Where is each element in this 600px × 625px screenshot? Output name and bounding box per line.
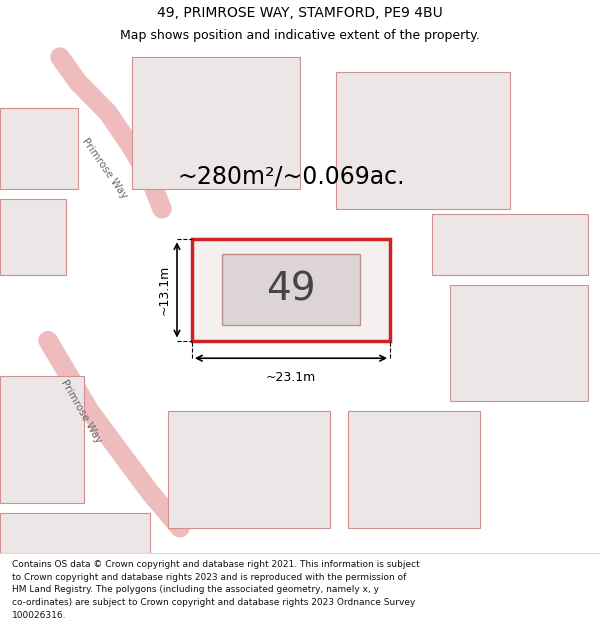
Polygon shape — [336, 72, 510, 209]
Polygon shape — [450, 285, 588, 401]
Text: Contains OS data © Crown copyright and database right 2021. This information is : Contains OS data © Crown copyright and d… — [12, 560, 420, 569]
Polygon shape — [222, 254, 360, 325]
Text: Primrose Way: Primrose Way — [59, 378, 103, 445]
Text: ~280m²/~0.069ac.: ~280m²/~0.069ac. — [177, 164, 405, 189]
Polygon shape — [192, 239, 390, 341]
Text: 49: 49 — [266, 271, 316, 309]
Polygon shape — [0, 199, 66, 275]
Text: Primrose Way: Primrose Way — [80, 136, 130, 201]
Text: Map shows position and indicative extent of the property.: Map shows position and indicative extent… — [120, 29, 480, 42]
Text: co-ordinates) are subject to Crown copyright and database rights 2023 Ordnance S: co-ordinates) are subject to Crown copyr… — [12, 598, 415, 607]
Text: HM Land Registry. The polygons (including the associated geometry, namely x, y: HM Land Registry. The polygons (includin… — [12, 586, 379, 594]
Text: to Crown copyright and database rights 2023 and is reproduced with the permissio: to Crown copyright and database rights 2… — [12, 573, 406, 582]
Text: ~23.1m: ~23.1m — [266, 371, 316, 384]
Polygon shape — [0, 376, 84, 503]
Text: ~13.1m: ~13.1m — [158, 265, 171, 315]
Text: 49, PRIMROSE WAY, STAMFORD, PE9 4BU: 49, PRIMROSE WAY, STAMFORD, PE9 4BU — [157, 6, 443, 20]
Polygon shape — [132, 57, 300, 189]
Polygon shape — [348, 411, 480, 528]
Polygon shape — [0, 107, 78, 189]
Polygon shape — [168, 411, 330, 528]
Polygon shape — [0, 512, 150, 553]
Text: 100026316.: 100026316. — [12, 611, 67, 619]
Polygon shape — [432, 214, 588, 275]
